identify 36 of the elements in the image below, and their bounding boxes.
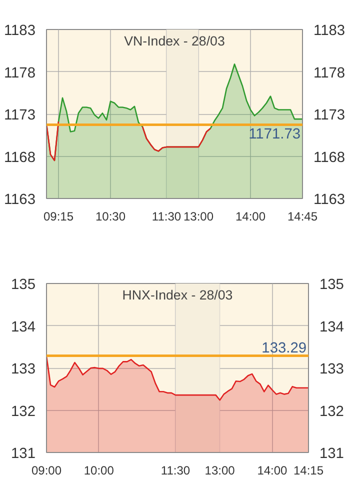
- x-tick-label: 09:15: [43, 210, 74, 224]
- y-tick-label: 1168: [4, 150, 36, 166]
- ref-line-label: 1171.73: [248, 126, 300, 143]
- y2-tick-label: 1168: [314, 150, 346, 166]
- x-tick-label: 14:00: [257, 464, 288, 478]
- chart-title: HNX-Index - 28/03: [122, 288, 233, 302]
- y-tick-label: 132: [11, 404, 36, 420]
- y-tick-label: 134: [11, 319, 36, 336]
- ref-line-label: 133.29: [262, 340, 306, 357]
- x-tick-label: 10:30: [95, 210, 126, 224]
- x-tick-label: 13:00: [204, 464, 236, 478]
- x-tick-label: 13:00: [183, 210, 214, 224]
- x-tick-label: 09:00: [31, 464, 62, 478]
- y-tick-label: 1173: [4, 108, 36, 124]
- y-tick-label: 1183: [4, 23, 36, 39]
- x-tick-label: 14:15: [293, 464, 324, 478]
- y-tick-label: 1163: [4, 192, 36, 208]
- y-tick-label: 133: [11, 362, 36, 378]
- y2-tick-label: 131: [320, 446, 344, 462]
- x-tick-label: 14:00: [235, 210, 266, 224]
- x-tick-label: 11:30: [160, 464, 190, 478]
- y-tick-label: 1178: [4, 65, 36, 82]
- y2-tick-label: 132: [320, 404, 344, 420]
- chart-title: VN-Index - 28/03: [124, 34, 225, 48]
- y2-tick-label: 1178: [314, 65, 346, 82]
- y2-tick-label: 1163: [314, 192, 346, 208]
- y-tick-label: 135: [11, 277, 36, 293]
- y2-tick-label: 1183: [314, 23, 346, 39]
- x-tick-label: 10:00: [84, 464, 114, 478]
- y2-tick-label: 135: [320, 277, 344, 293]
- y-tick-label: 131: [11, 446, 36, 462]
- y2-tick-label: 134: [320, 319, 344, 336]
- y2-tick-label: 133: [320, 362, 344, 378]
- x-tick-label: 14:45: [287, 210, 318, 224]
- y2-tick-label: 1173: [314, 108, 346, 124]
- x-tick-label: 11:30: [152, 210, 182, 224]
